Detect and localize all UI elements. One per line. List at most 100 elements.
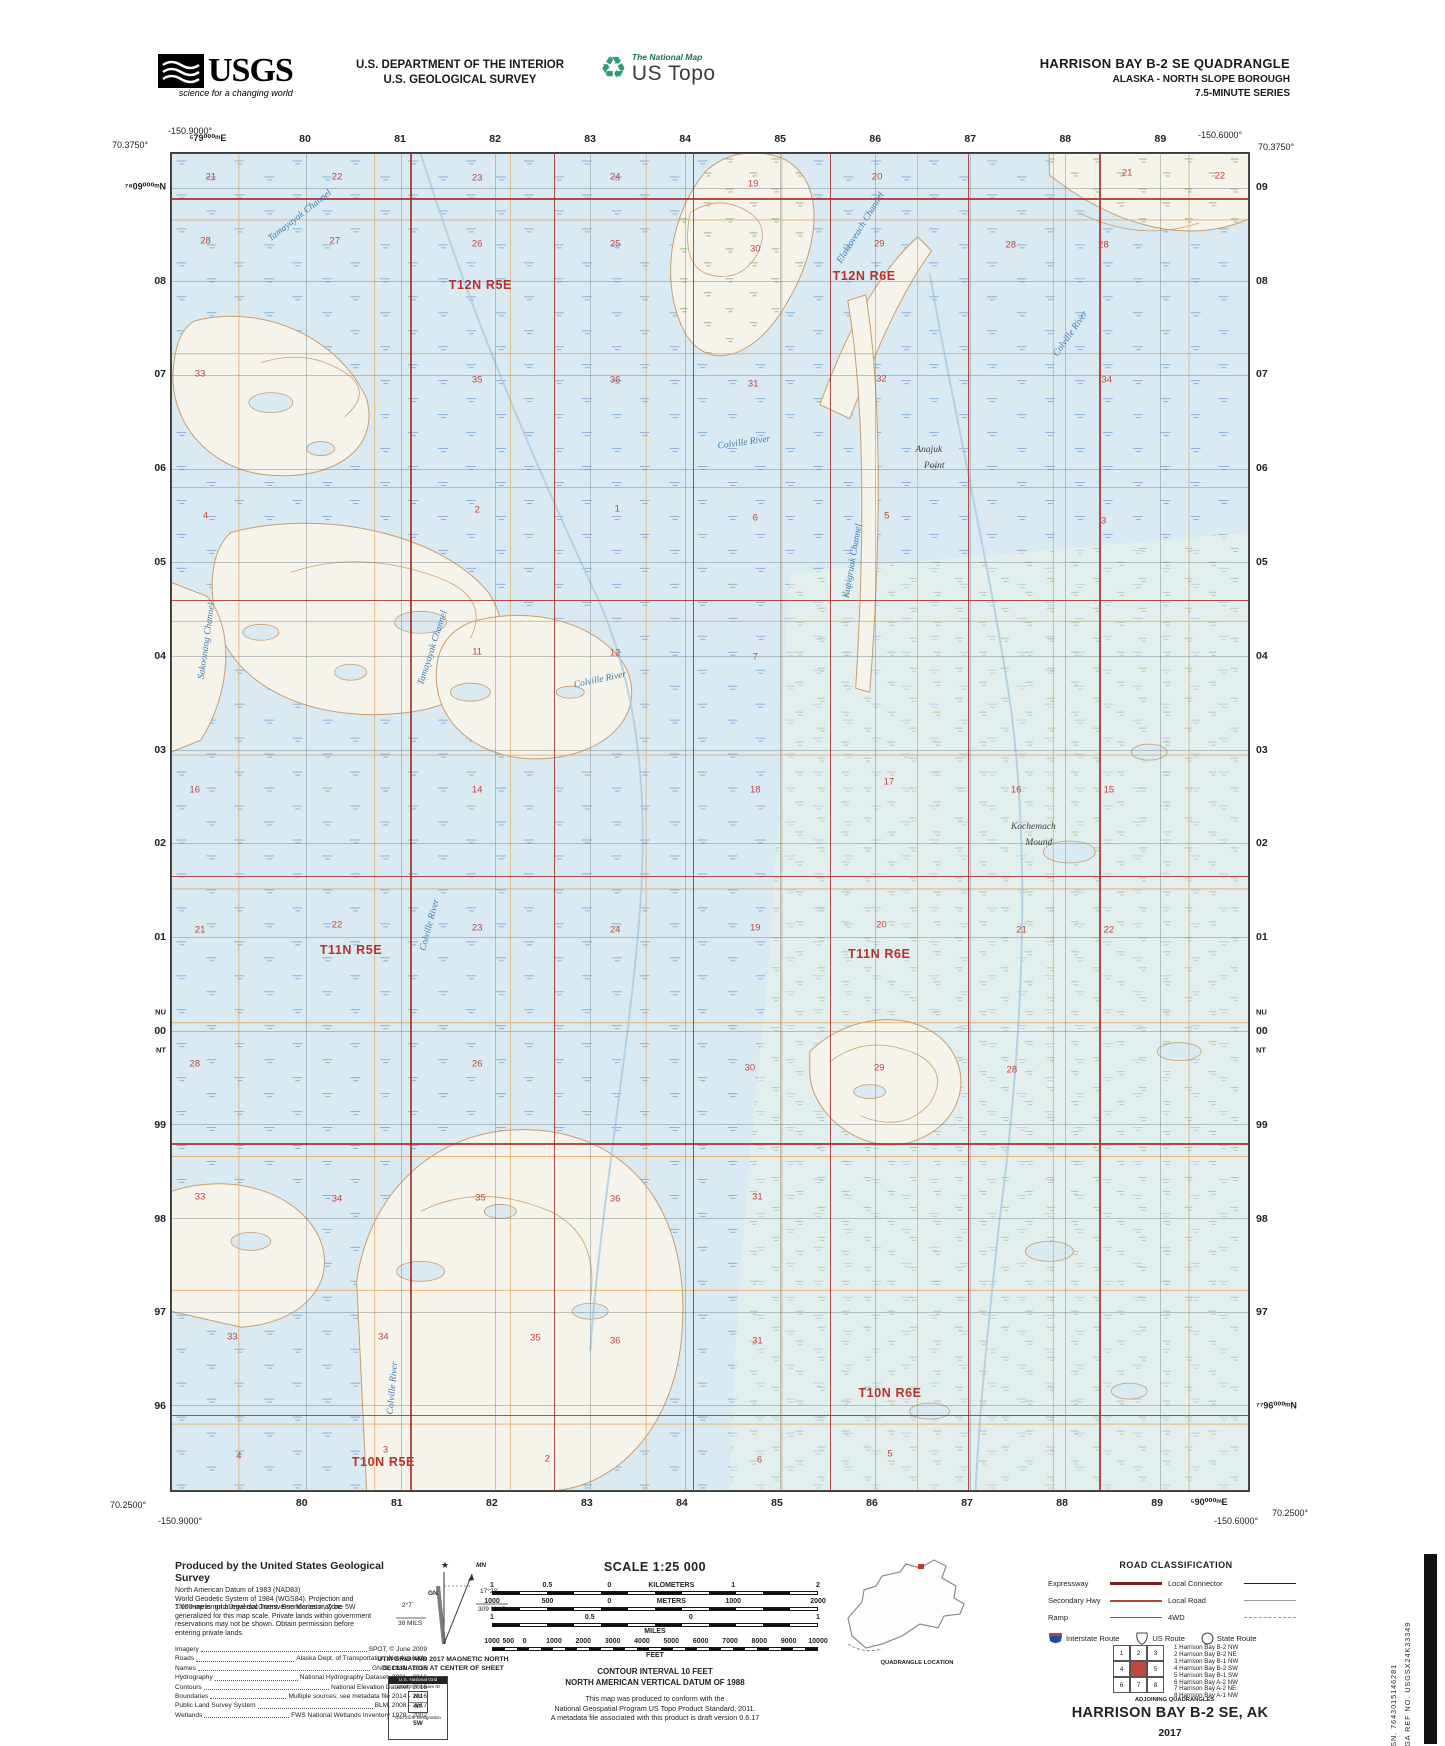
utm-northing-label: 00 <box>1256 1025 1268 1038</box>
utm-easting-label: 84 <box>679 133 691 145</box>
utm-row-labels-left: ⁷⁸09⁰⁰⁰ᵐN 08 07 06 05 04 03 02 01 NU 00 NT 99 98 97 96 <box>118 152 168 1492</box>
sheet-year: 2017 <box>1158 1727 1182 1739</box>
utm-easting-label: 88 <box>1056 1497 1068 1509</box>
quad-subtitle2: 7.5-MINUTE SERIES <box>1194 88 1290 99</box>
edge-black-bar <box>1424 1554 1437 1744</box>
place-name-label: Colville River <box>385 1361 401 1415</box>
credit-value: National Elevation Dataset, 2016 <box>330 1683 427 1691</box>
credit-row: Contours National Elevation Dataset, 2016 <box>175 1683 427 1692</box>
scale-bar-tick-label: 500 <box>502 1638 515 1645</box>
adjoining-quad-name: 4 Harrison Bay B-2 SW <box>1174 1664 1238 1672</box>
text-line: generalized for this map scale. Private … <box>175 1612 372 1620</box>
township-range-label: T11N R6E <box>848 947 911 962</box>
section-number: 19 <box>749 922 761 934</box>
scale-bar-tick-label: 2000 <box>575 1638 592 1645</box>
produced-by-block: Produced by the United States Geological… <box>175 1560 405 1613</box>
utm-northing-label: 99 <box>1256 1118 1268 1131</box>
section-number: 25 <box>609 238 621 250</box>
utm-easting-label: 80 <box>299 133 311 145</box>
legend-local-road-label: Local Road <box>1168 1596 1206 1605</box>
section-line-vertical <box>410 153 412 1491</box>
adjoining-quad-name: 6 Harrison Bay A-2 NW <box>1174 1678 1238 1686</box>
text-line: A metadata file associated with this pro… <box>550 1713 760 1722</box>
text-line: 1 000-meter grid:Universal Transverse Me… <box>175 1604 356 1612</box>
dotted-leader <box>257 1707 373 1709</box>
scale-bar-tick-label: METERS <box>656 1598 686 1605</box>
dept-line1: U.S. DEPARTMENT OF THE INTERIOR <box>355 59 565 71</box>
credit-row: Names GNIS, 1981 - 2016 <box>175 1664 427 1673</box>
section-number: 16 <box>189 784 200 796</box>
legend-expressway-label: Expressway <box>1048 1579 1089 1588</box>
corner-tl-longitude: -150.9000° <box>168 126 213 136</box>
quadrangle-title-block: HARRISON BAY B-2 SE QUADRANGLE ALASKA - … <box>930 56 1290 99</box>
utm-easting-label: 84 <box>676 1497 688 1509</box>
section-number: 4 <box>236 1450 242 1462</box>
scale-bar-group: 1000 500 0 1000 2000 3000 4000 5000 6000 7000 8000… <box>484 1638 828 1659</box>
section-number: 12 <box>609 647 621 659</box>
adjoining-cell: 1 <box>1113 1645 1130 1661</box>
utm-northing-label: 08 <box>1256 274 1268 287</box>
sheet-title: HARRISON BAY B-2 SE, AK <box>1071 1705 1269 1721</box>
utm-easting-label: ⁵90⁰⁰⁰ᵐE <box>1190 1497 1228 1507</box>
section-number: 4 <box>202 510 209 522</box>
section-number: 29 <box>873 1062 885 1074</box>
utm-northing-label: NT <box>1256 1045 1266 1055</box>
scale-bar-tick-label: 0 <box>522 1638 527 1645</box>
utm-easting-label: 82 <box>485 1497 498 1509</box>
utm-grid-lines <box>171 153 1249 1491</box>
dotted-leader <box>203 1689 329 1691</box>
utm-grid-hline <box>171 562 1249 564</box>
corner-bl-longitude: -150.9000° <box>158 1516 203 1526</box>
fourwd-line-sample <box>1244 1617 1296 1618</box>
national-map-brand: The National Map <box>631 52 703 62</box>
credit-row: Roads Alaska Dept. of Transportation, Not… <box>175 1654 427 1663</box>
section-number: 36 <box>609 374 621 386</box>
usng-zone-label: Grid Zone Designation <box>395 1715 441 1720</box>
adjoining-quad-name: 2 Harrison Bay B-2 NE <box>1174 1650 1237 1658</box>
road-classification-title: ROAD CLASSIFICATION <box>1119 1560 1233 1570</box>
scale-bar-tick-label: 7000 <box>722 1638 738 1645</box>
scale-bar-tick-label: 500 <box>541 1598 554 1605</box>
township-range-label: T10N R6E <box>858 1386 922 1401</box>
utm-grid-hline <box>171 1124 1249 1126</box>
section-number: 5 <box>884 510 890 522</box>
usgs-logo: USGS science for a changing world <box>158 52 294 98</box>
text-line: World Geodetic System of 1984 (WGS84). P… <box>175 1595 354 1603</box>
utm-grid-hline <box>171 937 1249 939</box>
adjoining-quad-name: 8 Harrison Bay A-1 NW <box>1174 1692 1238 1700</box>
quadrangle-marker <box>918 1564 924 1569</box>
adjoining-quad-name: 7 Harrison Bay A-2 NE <box>1174 1685 1237 1693</box>
ustopo-product-name: US Topo <box>631 62 716 85</box>
usng-square-id-label: 100,000-m Square ID <box>396 1684 440 1689</box>
dotted-leader <box>197 1670 371 1672</box>
section-number: 28 <box>1098 239 1109 251</box>
scale-bar-tick-label: 5000 <box>663 1638 680 1645</box>
section-line-horizontal <box>171 1414 1249 1417</box>
secondary-hwy-line-sample <box>1110 1599 1162 1602</box>
scale-bar-tick-label: 6000 <box>692 1638 709 1645</box>
place-name-label: Mound <box>1025 838 1053 849</box>
utm-grid-hline <box>171 749 1249 751</box>
adjoining-quad-name: 3 Harrison Bay B-1 NW <box>1174 1657 1239 1665</box>
utm-northing-label: 06 <box>1256 462 1268 475</box>
section-number: 21 <box>205 171 217 183</box>
section-number: 6 <box>756 1454 763 1466</box>
usgs-wordmark: USGS <box>208 52 294 89</box>
township-range-label: T12N R5E <box>448 278 512 293</box>
utm-northing-label: 04 <box>1256 649 1268 662</box>
svg-text:★: ★ <box>441 1560 449 1570</box>
section-number: 31 <box>747 378 759 390</box>
section-number: 22 <box>331 919 343 931</box>
recycle-arrows-icon: ♻ <box>600 52 627 85</box>
section-number: 23 <box>471 922 483 934</box>
utm-northing-label: 07 <box>154 368 166 381</box>
section-number: 30 <box>744 1062 756 1074</box>
section-line-vertical <box>692 153 695 1491</box>
scale-bar-tick-label: 0.5 <box>542 1582 553 1589</box>
quadrangle-location-label: QUADRANGLE LOCATION <box>880 1660 954 1666</box>
datum-lines: North American Datum of 1983 (NAD83) Worl… <box>175 1587 405 1613</box>
scale-bar-tick-label: 1000 <box>725 1598 742 1605</box>
topo-map-canvas[interactable]: 21 22 23 24 19 20 21 22 28 27 26 25 30 29 28 28 33 35 36 31… <box>170 152 1250 1492</box>
credit-label: Hydrography <box>175 1674 213 1682</box>
scale-bar-tick-label: 1000 <box>546 1638 562 1645</box>
